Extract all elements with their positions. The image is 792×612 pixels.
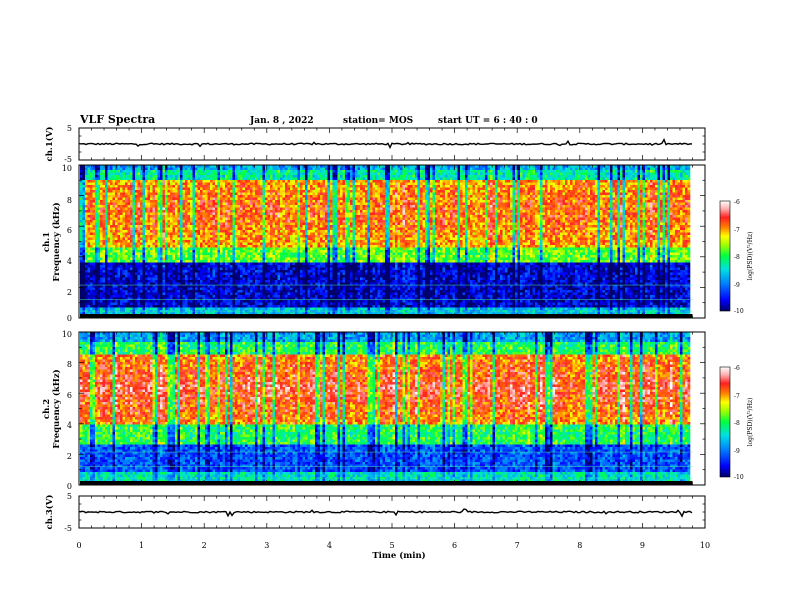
ch3-ytick-bottom: -5 <box>64 524 72 533</box>
x-tick-label: 7 <box>515 541 520 550</box>
x-tick-label: 0 <box>76 541 81 550</box>
x-axis-tick-labels: 0 1 2 3 4 5 6 7 8 9 10 <box>76 541 710 550</box>
ch1-spectrogram-image <box>80 165 693 318</box>
x-tick-label: 4 <box>327 541 332 550</box>
ch1-cb-tick-8: -8 <box>734 254 740 261</box>
ch2-cb-tick-10: -10 <box>734 474 744 481</box>
ch1-waveform-trace <box>79 137 693 150</box>
ch2-colorbar-label: log(PSD)(V²/Hz) <box>747 398 754 447</box>
x-tick-label: 8 <box>577 541 582 550</box>
ch1-colorbar-gradient <box>719 200 731 312</box>
ch1-colorbar-label: log(PSD)(V²/Hz) <box>747 232 754 281</box>
ch3-waveform-ylabel: ch.3(V) <box>44 495 55 530</box>
x-tick-label: 6 <box>452 541 457 550</box>
ch2-spectrogram-ticks <box>78 331 706 486</box>
x-tick-label: 10 <box>700 541 710 550</box>
ch1-ytick-0: 0 <box>67 314 72 323</box>
ch2-spectrogram-panel: 0 2 4 6 8 10 ch.2 Frequency (kHz) <box>42 330 706 491</box>
ch1-waveform-ticks <box>78 127 706 161</box>
x-tick-label: 1 <box>139 541 144 550</box>
ch2-ytick-4: 4 <box>67 421 72 430</box>
x-axis-label: Time (min) <box>372 550 425 561</box>
figure-title: VLF Spectra <box>79 113 155 126</box>
ch1-waveform-ylabel: ch.1(V) <box>44 127 55 162</box>
ch1-cb-tick-10: -10 <box>734 308 744 315</box>
ch1-channel-label: ch.1 <box>42 232 52 252</box>
ch2-channel-label: ch.2 <box>42 399 52 419</box>
ch3-waveform-ticks <box>78 495 706 529</box>
ch2-ytick-8: 8 <box>67 360 72 369</box>
x-tick-label: 5 <box>389 541 394 550</box>
ch2-cb-tick-6: -6 <box>734 365 740 372</box>
header-date: Jan. 8 , 2022 <box>249 116 314 126</box>
ch2-ytick-6: 6 <box>67 391 72 400</box>
ch1-cb-tick-6: -6 <box>734 199 740 206</box>
header-station: station= MOS <box>343 116 413 126</box>
x-tick-label: 9 <box>640 541 645 550</box>
ch3-ytick-top: 5 <box>67 492 72 501</box>
ch2-spectrogram-image <box>80 332 693 485</box>
x-tick-label: 2 <box>202 541 207 550</box>
ch1-ytick-top: 5 <box>67 124 72 133</box>
ch3-waveform-trace <box>79 508 693 518</box>
ch2-ytick-10: 10 <box>62 330 72 339</box>
ch1-ytick-6: 6 <box>67 226 72 235</box>
ch2-cb-tick-8: -8 <box>734 420 740 427</box>
ch1-ytick-8: 8 <box>67 196 72 205</box>
ch1-ytick-bottom: -5 <box>64 155 72 164</box>
ch1-ytick-4: 4 <box>67 257 72 266</box>
ch3-waveform-panel: 5 -5 ch.3(V) <box>44 492 706 533</box>
ch1-spectrogram-panel: 0 2 4 6 8 10 ch.1 Frequency (kHz) <box>42 164 706 323</box>
ch2-cb-tick-7: -7 <box>734 393 740 400</box>
ch2-frequency-label: Frequency (kHz) <box>51 369 62 448</box>
header-start-ut: start UT = 6 : 40 : 0 <box>438 116 538 126</box>
ch1-colorbar: -6 -7 -8 -9 -10 log(PSD)(V²/Hz) <box>719 199 754 315</box>
ch2-ytick-0: 0 <box>67 482 72 491</box>
x-tick-label: 3 <box>264 541 269 550</box>
ch2-colorbar: -6 -7 -8 -9 -10 log(PSD)(V²/Hz) <box>719 365 754 481</box>
ch1-ytick-10: 10 <box>62 164 72 173</box>
ch2-ytick-2: 2 <box>67 452 72 461</box>
ch1-waveform-panel: 5 -5 ch.1(V) <box>44 124 706 164</box>
ch2-colorbar-gradient <box>719 366 731 478</box>
ch1-frequency-label: Frequency (kHz) <box>51 202 62 281</box>
ch1-spectrogram-ticks <box>78 164 706 319</box>
ch2-cb-tick-9: -9 <box>734 448 740 455</box>
ch1-cb-tick-7: -7 <box>734 227 740 234</box>
ch1-ytick-2: 2 <box>67 288 72 297</box>
ch1-cb-tick-9: -9 <box>734 282 740 289</box>
